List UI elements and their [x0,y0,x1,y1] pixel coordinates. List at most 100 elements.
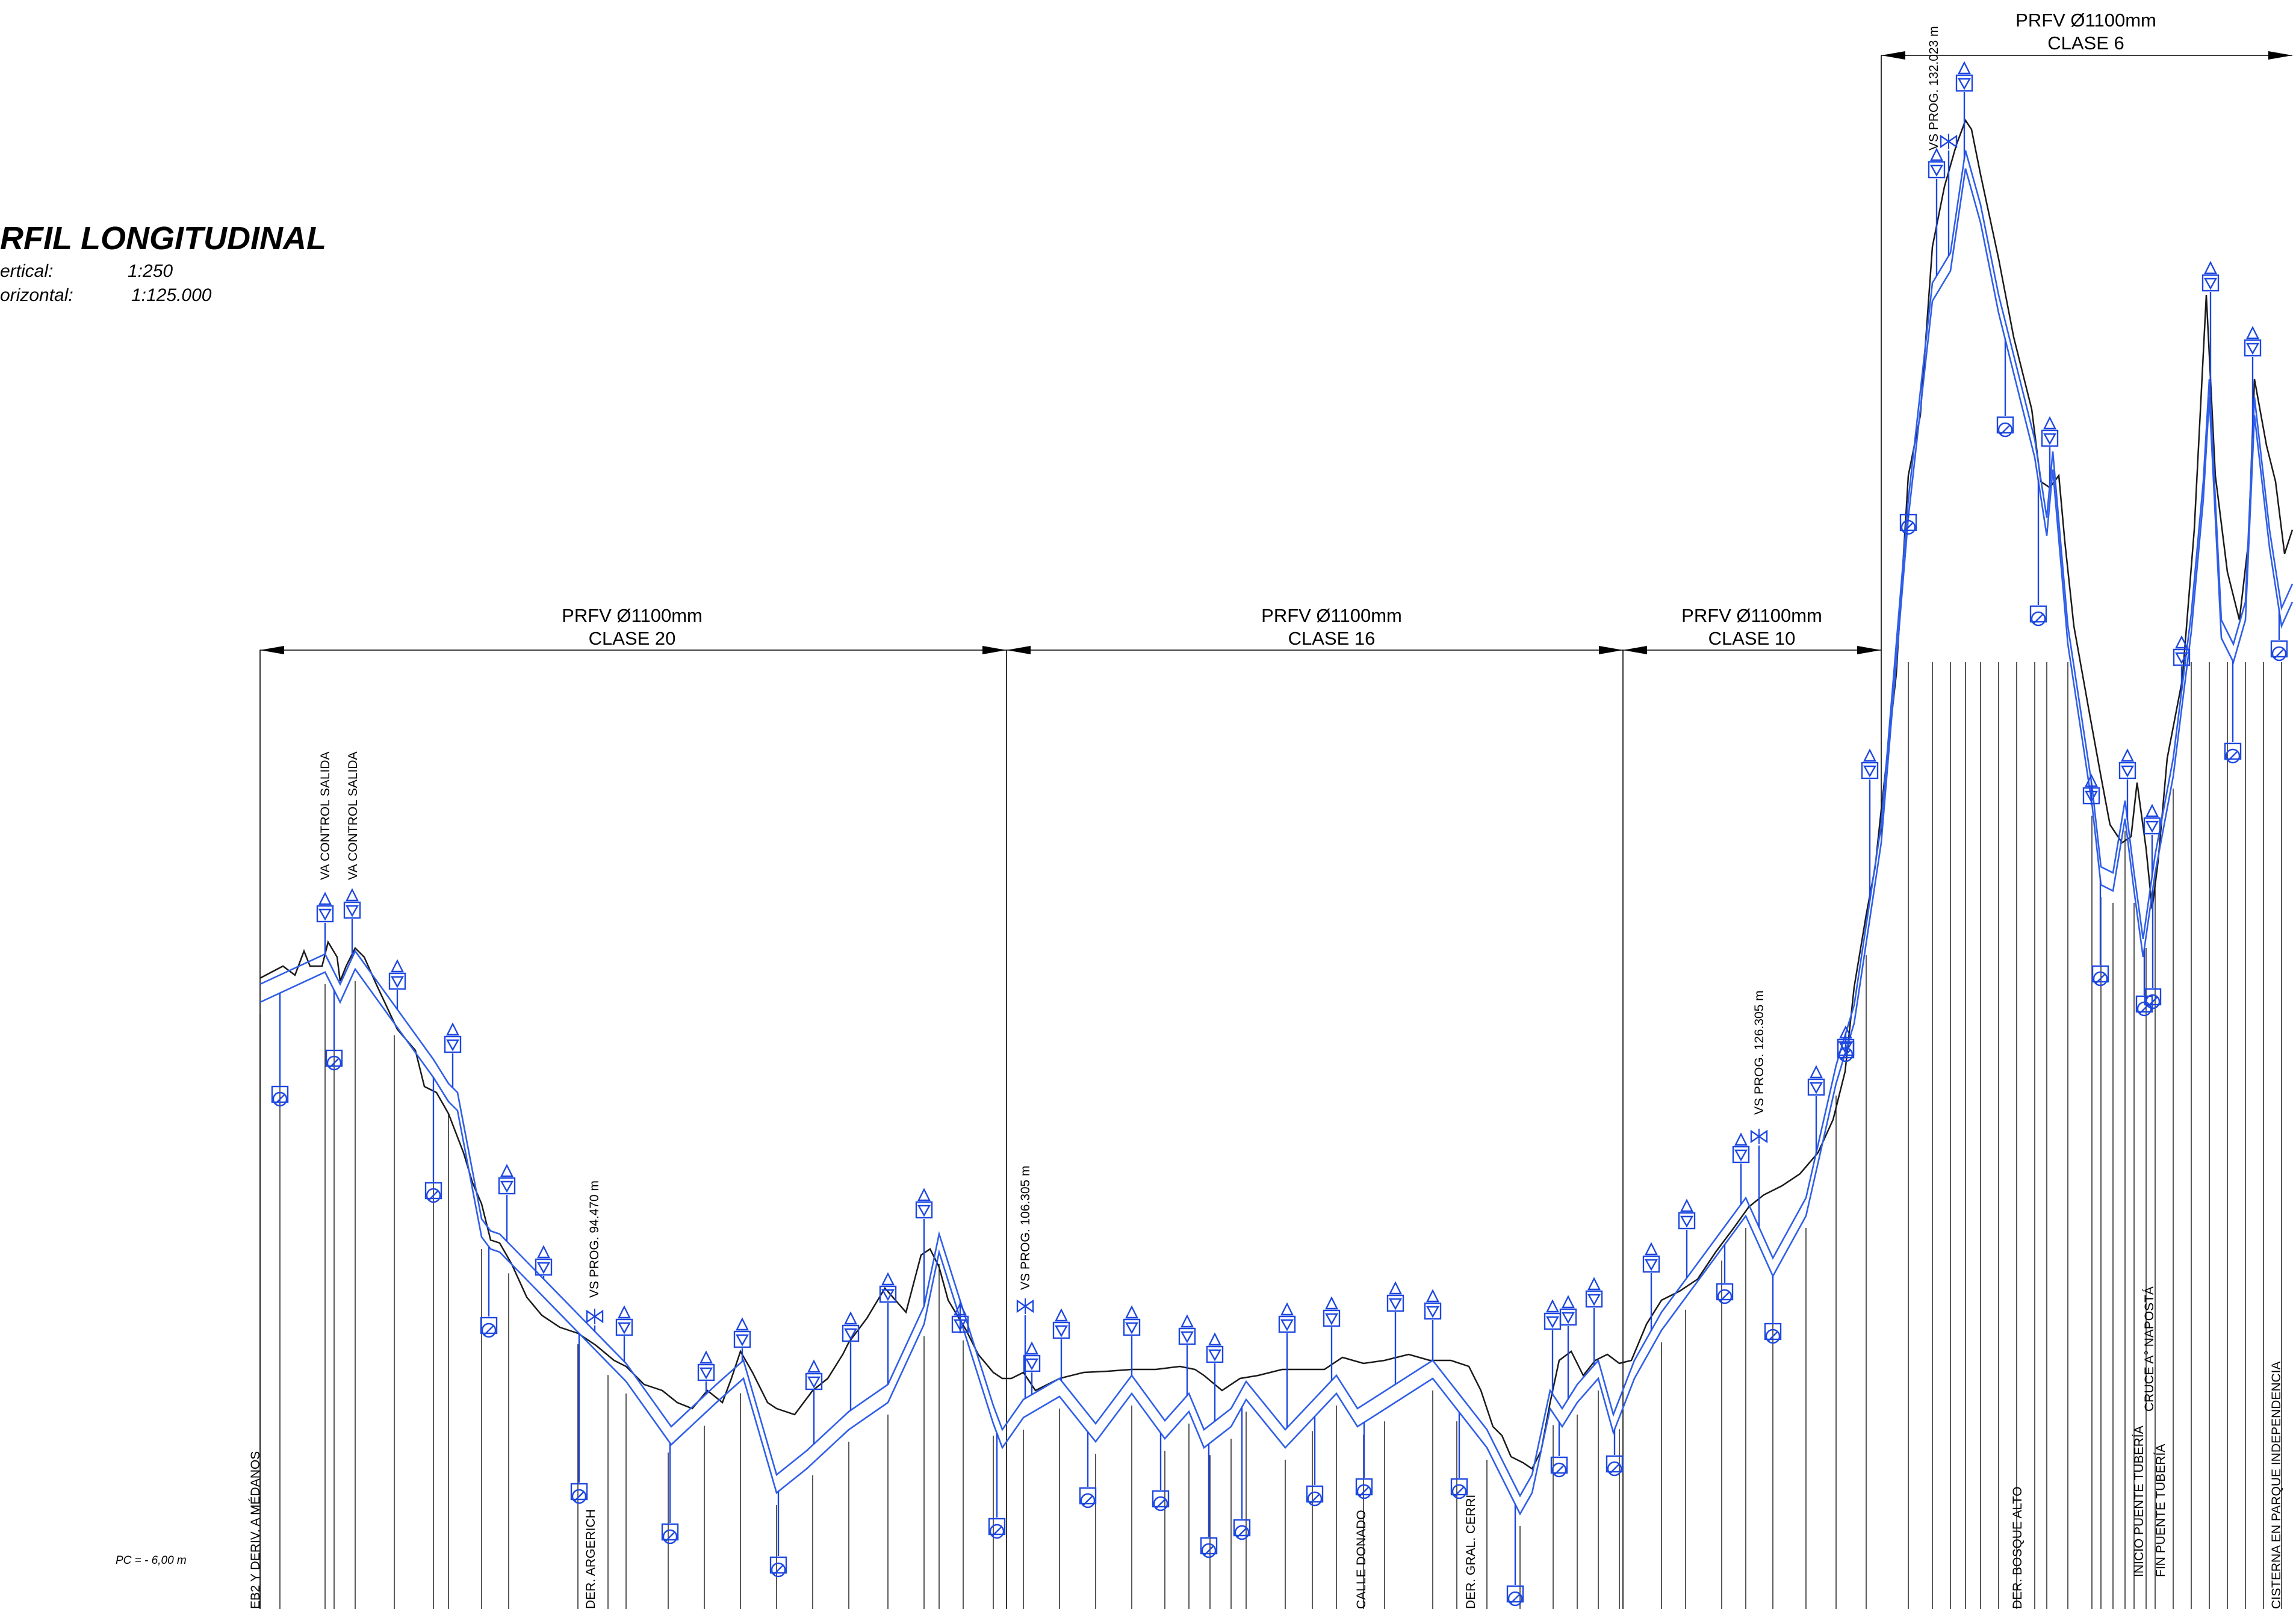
air-valve-marker [388,959,406,1009]
air-valve-marker [2173,635,2191,691]
section-class-6: PRFV Ø1100mm CLASE 6 [1881,10,2292,843]
label-cruce-naposta: CRUCE A° NAPOSTÁ [2142,1286,2156,1412]
drain-valve-marker [661,1443,679,1545]
air-valve-marker [842,1311,860,1410]
section-class-16-pipe: PRFV Ø1100mm [1261,605,1402,626]
section-class-10-class: CLASE 10 [1708,628,1796,649]
drain-valve-marker [480,1247,498,1338]
label-cisterna-parque-independencia: CISTERNA EN PARQUE INDEPENDENCIA [2270,1361,2283,1609]
drain-valve-marker [424,1077,442,1203]
label-vs-prog-106305: VS PROG. 106.305 m [1019,1165,1032,1290]
drain-valve-marker [1306,1416,1324,1507]
drain-valve-marker [1996,339,2014,438]
air-valve-marker [1052,1308,1070,1381]
air-valve-marker [444,1022,462,1088]
air-valve-marker [1544,1299,1562,1394]
valve-markers [271,61,2288,1607]
air-valve-marker [733,1317,751,1362]
drain-valve-marker [1550,1422,1568,1478]
air-valve-marker [2201,261,2220,403]
section-class-6-class: CLASE 6 [2047,33,2124,54]
drain-valve-marker [1606,1429,1624,1477]
label-der-argerich: DER. ARGERICH [584,1509,598,1609]
section-class-6-pipe: PRFV Ø1100mm [2015,10,2156,31]
drain-valve-marker [1506,1504,1524,1607]
air-valve-marker [1585,1277,1603,1365]
air-valve-marker [316,891,334,954]
air-valve-marker [1732,1132,1750,1204]
air-valve-marker [2041,416,2059,485]
section-class-20-pipe: PRFV Ø1100mm [562,605,703,626]
air-valve-marker [1278,1302,1296,1428]
air-valve-marker [879,1272,897,1384]
section-class-16: PRFV Ø1100mm CLASE 16 [1007,605,1623,654]
air-valve-marker [805,1359,823,1444]
horizontal-scale-value: 1:125.000 [131,285,212,305]
drain-valve-marker [1233,1407,1251,1540]
air-valve-marker [2118,748,2136,820]
reference-plane-label: PC = - 6,00 m [116,1554,187,1567]
drain-valve-marker [1837,1041,1855,1062]
pipe-top-line [259,150,2294,1498]
label-calle-donado: CALLE DONADO [1354,1510,1368,1609]
air-valve-marker [697,1350,715,1394]
drain-valve-marker [769,1491,787,1578]
air-valve-marker [1861,748,1879,901]
label-vs-prog-132023: VS PROG. 132.023 m [1927,26,1941,150]
label-va-control-salida-2: VA CONTROL SALIDA [346,751,360,880]
air-valve-marker [1323,1296,1341,1381]
shutoff-valve-marker [586,1309,604,1332]
label-eb2-deriv-medanos: EB2 Y DERIV. A MÉDANOS [249,1451,262,1609]
label-vs-prog-94470: VS PROG. 94.470 m [588,1180,601,1298]
air-valve-marker [1386,1281,1404,1384]
vertical-scale-label: ertical: [0,261,53,281]
air-valve-marker [915,1188,933,1306]
air-valve-marker [1206,1332,1224,1421]
section-class-10-pipe: PRFV Ø1100mm [1681,605,1822,626]
air-valve-marker [1424,1289,1442,1360]
drain-valve-marker [2270,610,2288,662]
drain-valve-marker [1764,1276,1782,1344]
drain-valve-marker [1200,1443,1218,1558]
drain-valve-marker [2029,481,2047,627]
shutoff-valve-marker [1940,134,1958,256]
station-ticks [259,662,2282,1609]
air-valve-marker [1178,1314,1196,1396]
label-der-bosque-alto: DER. BOSQUE ALTO [2011,1487,2025,1609]
drain-valve-marker [2091,879,2109,987]
drain-valve-marker [2144,890,2162,1009]
air-valve-marker [2082,773,2100,805]
air-valve-marker [2244,326,2262,438]
air-valve-marker [1807,1065,1825,1153]
drain-valve-marker [1355,1422,1373,1499]
vertical-annotations: VA CONTROL SALIDA VA CONTROL SALIDA VS P… [249,26,2283,1609]
air-valve-marker [1678,1198,1696,1278]
drain-valve-marker [1716,1244,1734,1304]
air-valve-marker [343,888,361,958]
air-valve-marker [1559,1295,1577,1399]
section-class-20-class: CLASE 20 [589,628,676,649]
air-valve-marker [951,1300,969,1333]
section-class-20: PRFV Ø1100mm CLASE 20 [260,605,1007,654]
vertical-scale-value: 1:250 [128,261,173,281]
drain-valve-marker [2224,661,2242,764]
section-class-16-class: CLASE 16 [1288,628,1376,649]
section-class-10: PRFV Ø1100mm CLASE 10 [1623,605,1881,654]
drain-valve-marker [1079,1431,1097,1508]
label-inicio-puente-tuberia: INICIO PUENTE TUBERÍA [2132,1425,2146,1577]
pipe-bottom-line [259,168,2294,1516]
air-valve-marker [535,1245,553,1279]
air-valve-marker [1955,61,1973,159]
air-valve-marker [615,1305,633,1362]
air-valve-marker [1928,147,1946,276]
label-der-gral-cerri: DER. GRAL. CERRI [1464,1495,1478,1609]
shutoff-valve-marker [1750,1129,1768,1227]
label-fin-puente-tuberia: FIN PUENTE TUBERÍA [2154,1444,2168,1577]
drain-valve-marker [325,990,343,1071]
drain-valve-marker [988,1433,1006,1539]
drain-valve-marker [1152,1433,1170,1511]
horizontal-scale-label: orizontal: [0,285,73,305]
drain-valve-marker [570,1333,588,1504]
drawing-title: RFIL LONGITUDINAL [0,220,326,256]
